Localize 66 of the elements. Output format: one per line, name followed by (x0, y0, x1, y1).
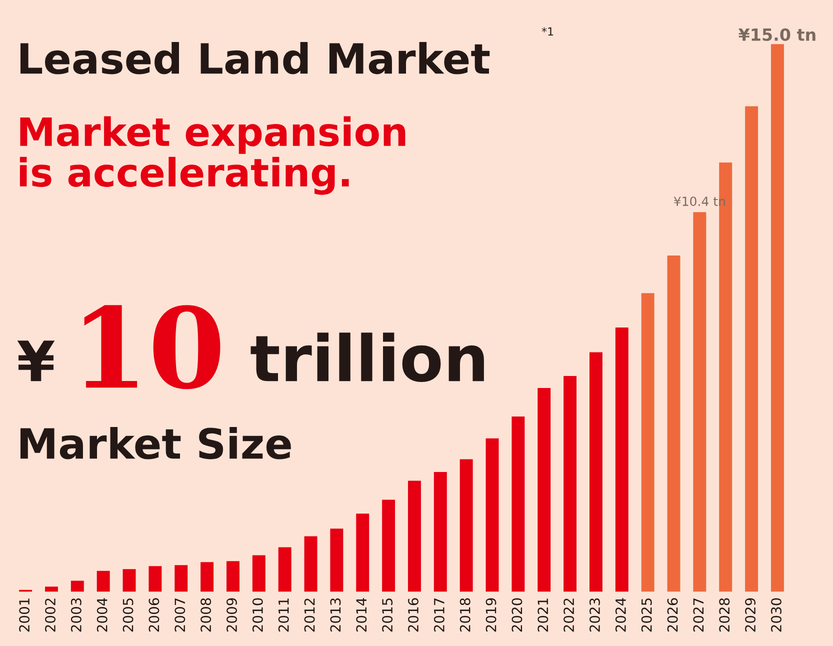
x-tick-label: 2006 (148, 598, 160, 632)
x-tick-label: 2018 (460, 598, 470, 632)
x-tick-label: 2010 (252, 598, 263, 632)
x-tick-label: 2016 (408, 598, 418, 632)
bar (148, 566, 162, 592)
bar (564, 376, 577, 592)
bar (382, 500, 396, 592)
x-tick-label: 2002 (45, 598, 56, 632)
x-tick-label: 2019 (486, 598, 496, 632)
annotation: ¥ (17, 340, 55, 382)
bar (252, 555, 266, 592)
bar (512, 416, 525, 592)
x-tick-label: 2023 (589, 598, 600, 632)
x-tick-label: 2004 (96, 598, 108, 632)
bar (200, 562, 214, 592)
bar (122, 569, 136, 592)
text: Market expansion is accelerating. (20, 116, 406, 195)
annotation: Market Size (20, 427, 291, 460)
x-tick-label: 2020 (512, 598, 522, 632)
bar (96, 570, 110, 592)
bar (460, 459, 473, 592)
bar (434, 472, 447, 592)
bar (615, 327, 628, 592)
annotation: trillion (250, 332, 484, 382)
x-tick-label: 2025 (641, 598, 652, 632)
x-tick-label: 2028 (719, 598, 730, 632)
x-tick-label: 2017 (434, 598, 444, 632)
bar (589, 352, 602, 592)
bar (538, 388, 551, 592)
x-tick-label: 2001 (19, 598, 30, 632)
bar (408, 480, 421, 592)
x-tick-label: 2013 (330, 598, 341, 632)
bar (641, 293, 654, 592)
bar (667, 256, 680, 592)
x-tick-label: 2009 (226, 598, 238, 632)
chart-title: Leased Land Market (20, 42, 490, 74)
bar (278, 547, 292, 592)
x-tick-label: 2024 (615, 598, 626, 632)
x-tick-label: 2007 (174, 598, 186, 632)
x-tick-label: 2027 (693, 598, 704, 632)
x-tick-label: 2005 (122, 598, 134, 632)
x-tick-label: 2012 (304, 598, 315, 632)
bar (70, 580, 84, 592)
bar (174, 565, 188, 592)
x-tick-label: 2011 (278, 598, 289, 632)
x-tick-label: 2022 (564, 598, 574, 632)
bar (356, 514, 370, 592)
x-tick-label: 2003 (70, 598, 82, 632)
annotation: 10 (84, 305, 220, 390)
bar (330, 528, 344, 592)
bar (770, 44, 784, 592)
bar (486, 438, 499, 592)
x-tick-label: 2021 (538, 598, 548, 632)
bar (226, 561, 240, 592)
x-tick-label: 2014 (356, 598, 367, 632)
x-tick-label: 2008 (200, 598, 212, 632)
x-tick-label: 2026 (667, 598, 678, 632)
data-label: ¥15.0 tn (738, 28, 816, 41)
bar (304, 536, 318, 592)
bar (45, 586, 58, 592)
x-tick-label: 2030 (770, 598, 782, 632)
text: *1 (542, 27, 554, 36)
bar (693, 212, 706, 592)
x-tick-label: 2015 (382, 598, 393, 632)
bar (745, 106, 758, 592)
x-tick-label: 2029 (745, 598, 756, 632)
